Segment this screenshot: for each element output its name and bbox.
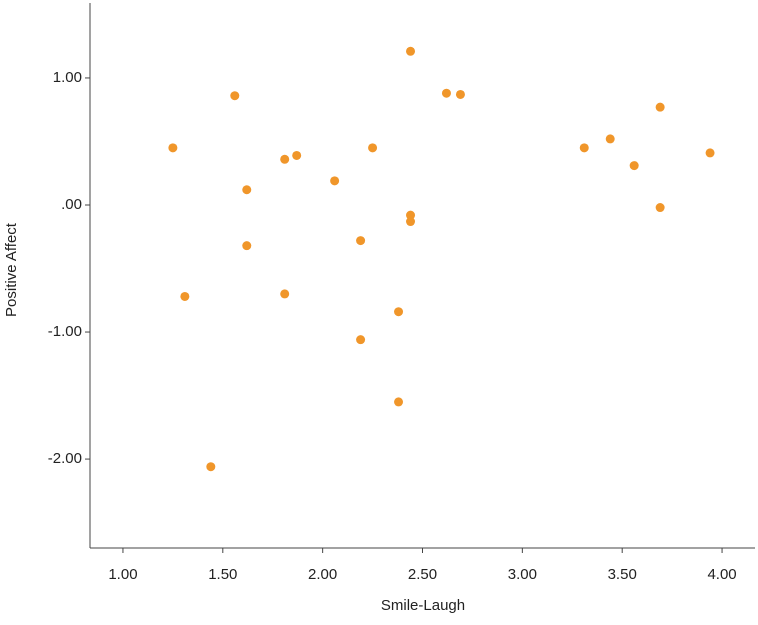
point	[206, 462, 216, 472]
point	[368, 143, 378, 153]
point	[629, 161, 639, 171]
point	[292, 150, 302, 160]
x-axis-label: Smile-Laugh	[381, 597, 465, 614]
y-tick-label: 1.00	[53, 69, 82, 86]
point	[230, 91, 240, 101]
point	[242, 241, 252, 251]
y-tick-label: .00	[61, 196, 82, 213]
point	[394, 397, 404, 407]
point	[655, 203, 665, 213]
y-tick-label: -1.00	[48, 323, 82, 340]
point	[168, 143, 178, 153]
point	[406, 46, 416, 56]
x-tick-label: 2.50	[408, 566, 437, 583]
point	[394, 307, 404, 317]
point	[655, 102, 665, 112]
point	[180, 291, 190, 301]
point	[242, 185, 252, 195]
point	[280, 289, 290, 299]
y-axis-label: Positive Affect	[3, 222, 20, 317]
point	[441, 88, 451, 98]
point	[356, 335, 366, 345]
x-tick-label: 1.50	[208, 566, 237, 583]
x-tick-label: 4.00	[707, 566, 736, 583]
point	[705, 148, 715, 158]
x-tick-label: 1.00	[108, 566, 137, 583]
point	[605, 134, 615, 144]
point	[579, 143, 589, 153]
point	[280, 154, 290, 164]
point	[406, 217, 416, 227]
x-tick-label: 3.00	[508, 566, 537, 583]
point	[455, 89, 465, 99]
point	[356, 236, 366, 246]
point	[406, 210, 416, 220]
x-tick-label: 3.50	[608, 566, 637, 583]
y-tick-label: -2.00	[48, 450, 82, 467]
x-tick-label: 2.00	[308, 566, 337, 583]
point	[330, 176, 340, 186]
